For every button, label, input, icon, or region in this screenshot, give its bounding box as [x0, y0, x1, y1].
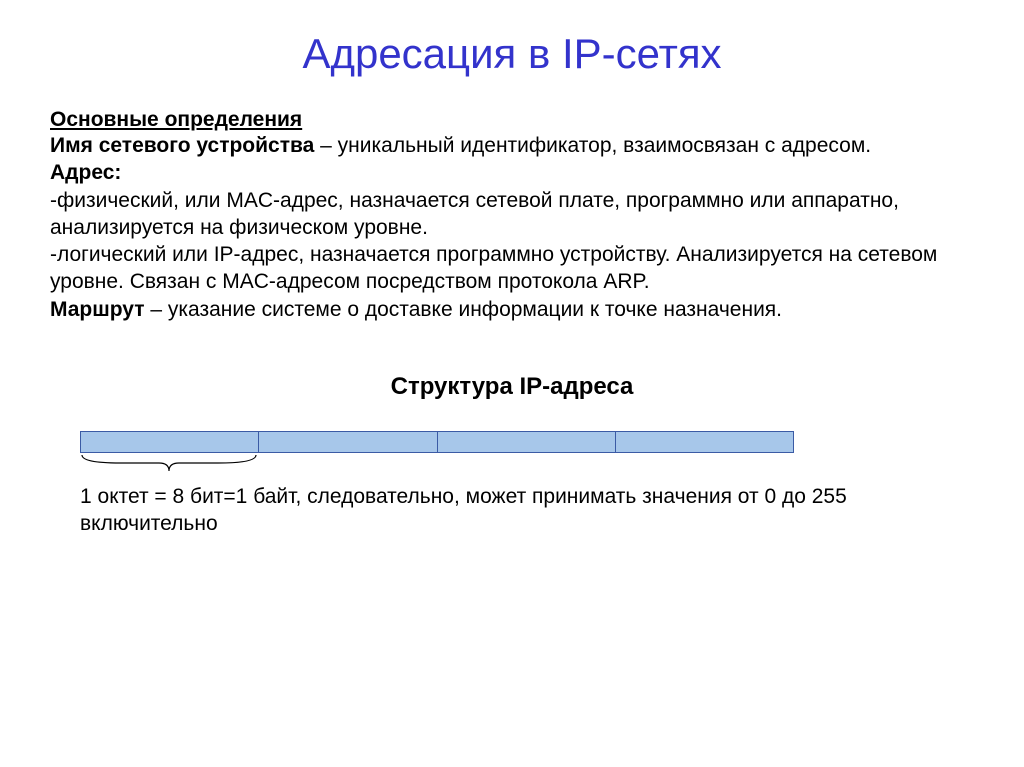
octet-brace	[80, 453, 974, 477]
octet-cell	[81, 432, 259, 452]
octet-cell	[259, 432, 437, 452]
brace-icon	[80, 453, 258, 475]
definition-address-physical: -физический, или MAC-адрес, назначается …	[50, 187, 974, 242]
definition-name-rest: – уникальный идентификатор, взаимосвязан…	[314, 134, 871, 157]
definition-route-rest: – указание системе о доставке информации…	[145, 298, 782, 321]
slide-title: Адресация в IP-сетях	[50, 30, 974, 78]
octet-cell	[616, 432, 793, 452]
octet-cell	[438, 432, 616, 452]
definition-name: Имя сетевого устройства – уникальный иде…	[50, 132, 974, 159]
definition-address-logical: -логический или IP-адрес, назначается пр…	[50, 241, 974, 296]
diagram-subtitle: Структура IP-адреса	[50, 373, 974, 401]
octet-row	[80, 431, 794, 453]
ip-structure-diagram: 1 октет = 8 бит=1 байт, следовательно, м…	[80, 431, 974, 538]
slide-container: Адресация в IP-сетях Основные определени…	[0, 0, 1024, 568]
definition-route: Маршрут – указание системе о доставке ин…	[50, 296, 974, 323]
definition-route-term: Маршрут	[50, 298, 145, 321]
definition-name-term: Имя сетевого устройства	[50, 134, 314, 157]
definition-address-label: Адрес:	[50, 159, 974, 186]
section-heading: Основные определения	[50, 108, 974, 132]
diagram-caption: 1 октет = 8 бит=1 байт, следовательно, м…	[80, 483, 974, 538]
